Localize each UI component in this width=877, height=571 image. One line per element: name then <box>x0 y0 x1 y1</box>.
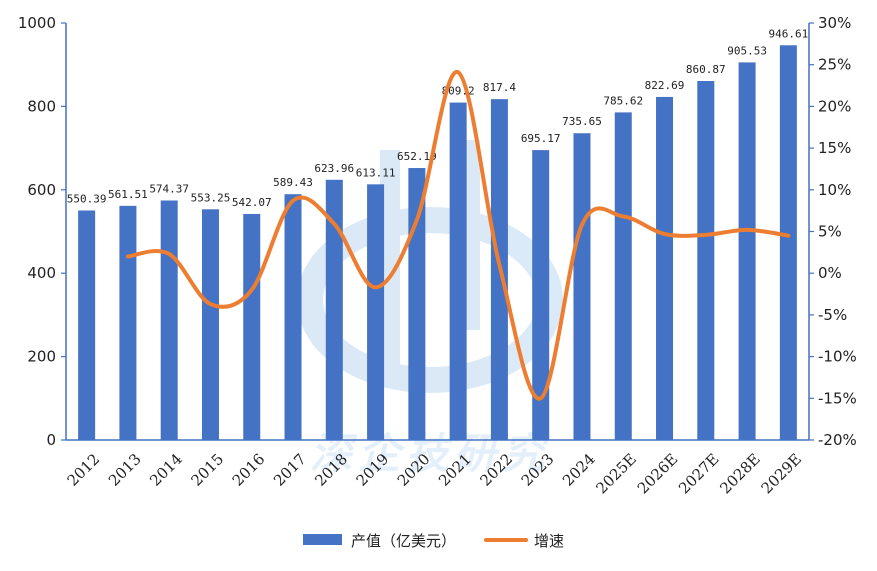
y2-tick-label: 0% <box>818 264 842 282</box>
y-tick-label: 0 <box>46 431 56 449</box>
bar-series <box>78 45 797 441</box>
x-tick-label: 2025E <box>593 450 640 497</box>
y2-tick-label: 15% <box>818 139 851 157</box>
y2-tick-label: 20% <box>818 97 851 115</box>
legend-swatch-bar <box>303 534 342 545</box>
growth-line <box>125 70 791 401</box>
y2-tick-label: -15% <box>818 389 857 407</box>
axes: 0 200 400 600 800 1000 -20% -15% -10% -5% 0% 5% 10% 1… <box>18 14 857 449</box>
bar <box>325 179 343 440</box>
y2-tick-label: -5% <box>818 306 847 324</box>
y-tick-label: 400 <box>27 264 56 282</box>
legend-label-bar: 产值（亿美元） <box>351 532 456 550</box>
y-tick-label: 1000 <box>18 14 56 32</box>
x-tick-label: 2015 <box>187 450 227 490</box>
bar <box>408 168 426 440</box>
bar-data-label: 860.87 <box>686 63 726 76</box>
bar <box>697 81 715 440</box>
bar <box>119 205 137 440</box>
bar <box>738 62 756 441</box>
y-tick-label: 200 <box>27 348 56 366</box>
y2-tick-label: 5% <box>818 223 842 241</box>
bar-data-label: 905.53 <box>727 44 767 57</box>
bar-data-label: 822.69 <box>645 79 685 92</box>
bar-data-label: 542.07 <box>232 196 272 209</box>
y2-tick-label: -10% <box>818 348 857 366</box>
watermark-text: 深企技研究 <box>310 429 550 478</box>
x-tick-label: 2028E <box>716 450 763 497</box>
legend: 产值（亿美元） 增速 <box>303 532 564 550</box>
y2-tick-label: -20% <box>818 431 857 449</box>
y-tick-label: 800 <box>27 97 56 115</box>
y2-tick-label: 30% <box>818 14 851 32</box>
bar <box>367 184 385 440</box>
y-tick-label: 600 <box>27 181 56 199</box>
watermark-ring <box>297 207 563 393</box>
x-tick-label: 2017 <box>270 450 310 490</box>
bar <box>78 210 96 440</box>
bar-data-label: 550.39 <box>67 192 107 205</box>
bar-data-label: 623.96 <box>314 162 354 175</box>
x-tick-label: 2027E <box>675 450 722 497</box>
bar <box>449 102 467 440</box>
y2-tick-label: 10% <box>818 181 851 199</box>
bar <box>779 45 797 440</box>
growth-line-series <box>125 70 791 401</box>
y2-tick-label: 25% <box>818 56 851 74</box>
bar <box>284 194 302 440</box>
bar-data-label: 695.17 <box>521 132 561 145</box>
x-tick-label: 2026E <box>634 450 681 497</box>
bar-data-label: 735.65 <box>562 115 602 128</box>
bar <box>573 133 591 440</box>
bar <box>201 209 219 440</box>
x-tick-label: 2013 <box>105 450 145 490</box>
bar <box>614 112 632 441</box>
bar <box>532 150 550 440</box>
bar-data-label: 946.61 <box>768 27 808 40</box>
bar-data-label: 613.11 <box>356 166 396 179</box>
x-tick-label: 2029E <box>758 450 805 497</box>
bar-data-label: 574.37 <box>149 182 189 195</box>
bar-data-label: 553.25 <box>191 191 231 204</box>
legend-label-line: 增速 <box>534 532 564 550</box>
bar-data-label: 817.4 <box>483 81 516 94</box>
bar-data-label: 785.62 <box>603 94 643 107</box>
bar <box>243 213 261 440</box>
watermark: 深企技研究 <box>297 140 563 478</box>
bar-data-label: 652.19 <box>397 150 437 163</box>
x-tick-label: 2014 <box>146 450 186 490</box>
bar <box>656 96 674 441</box>
x-tick-label: 2016 <box>229 450 269 490</box>
bar-data-label: 589.43 <box>273 176 313 189</box>
x-tick-label: 2012 <box>64 450 104 490</box>
bar <box>160 200 178 440</box>
bar-data-label: 561.51 <box>108 188 148 201</box>
